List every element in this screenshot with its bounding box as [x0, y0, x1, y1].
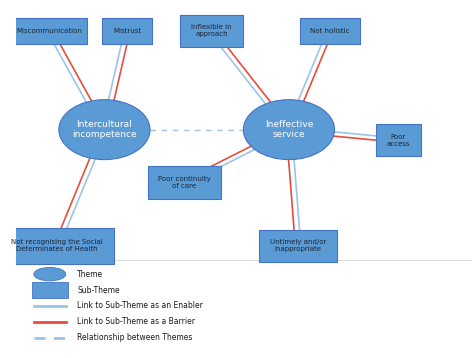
- FancyBboxPatch shape: [32, 281, 68, 299]
- Text: Sub-Theme: Sub-Theme: [77, 286, 120, 295]
- Text: Not holistic: Not holistic: [310, 28, 350, 34]
- FancyBboxPatch shape: [301, 18, 360, 44]
- Text: Theme: Theme: [77, 270, 103, 279]
- FancyBboxPatch shape: [102, 18, 152, 44]
- Text: Inflexible in
approach: Inflexible in approach: [191, 24, 232, 38]
- FancyBboxPatch shape: [259, 230, 337, 262]
- Text: Poor
access: Poor access: [387, 134, 410, 147]
- Text: Untimely and/or
inappropriate: Untimely and/or inappropriate: [270, 240, 326, 252]
- FancyBboxPatch shape: [180, 15, 244, 47]
- Text: Miscommunication: Miscommunication: [17, 28, 82, 34]
- Text: Poor continuity
of care: Poor continuity of care: [158, 176, 210, 189]
- Text: Link to Sub-Theme as an Enabler: Link to Sub-Theme as an Enabler: [77, 301, 203, 310]
- Text: Not recognising the Social
Determinates of Health: Not recognising the Social Determinates …: [11, 240, 102, 252]
- FancyBboxPatch shape: [148, 166, 220, 199]
- FancyBboxPatch shape: [12, 18, 87, 44]
- Text: Mistrust: Mistrust: [113, 28, 141, 34]
- Ellipse shape: [34, 267, 66, 281]
- Text: Ineffective
service: Ineffective service: [265, 120, 313, 139]
- Ellipse shape: [59, 100, 150, 160]
- Text: Relationship between Themes: Relationship between Themes: [77, 333, 192, 342]
- Ellipse shape: [244, 100, 335, 160]
- Text: Link to Sub-Theme as a Barrier: Link to Sub-Theme as a Barrier: [77, 317, 195, 326]
- FancyBboxPatch shape: [375, 124, 421, 156]
- Text: Intercultural
incompetence: Intercultural incompetence: [72, 120, 137, 139]
- FancyBboxPatch shape: [0, 228, 114, 263]
